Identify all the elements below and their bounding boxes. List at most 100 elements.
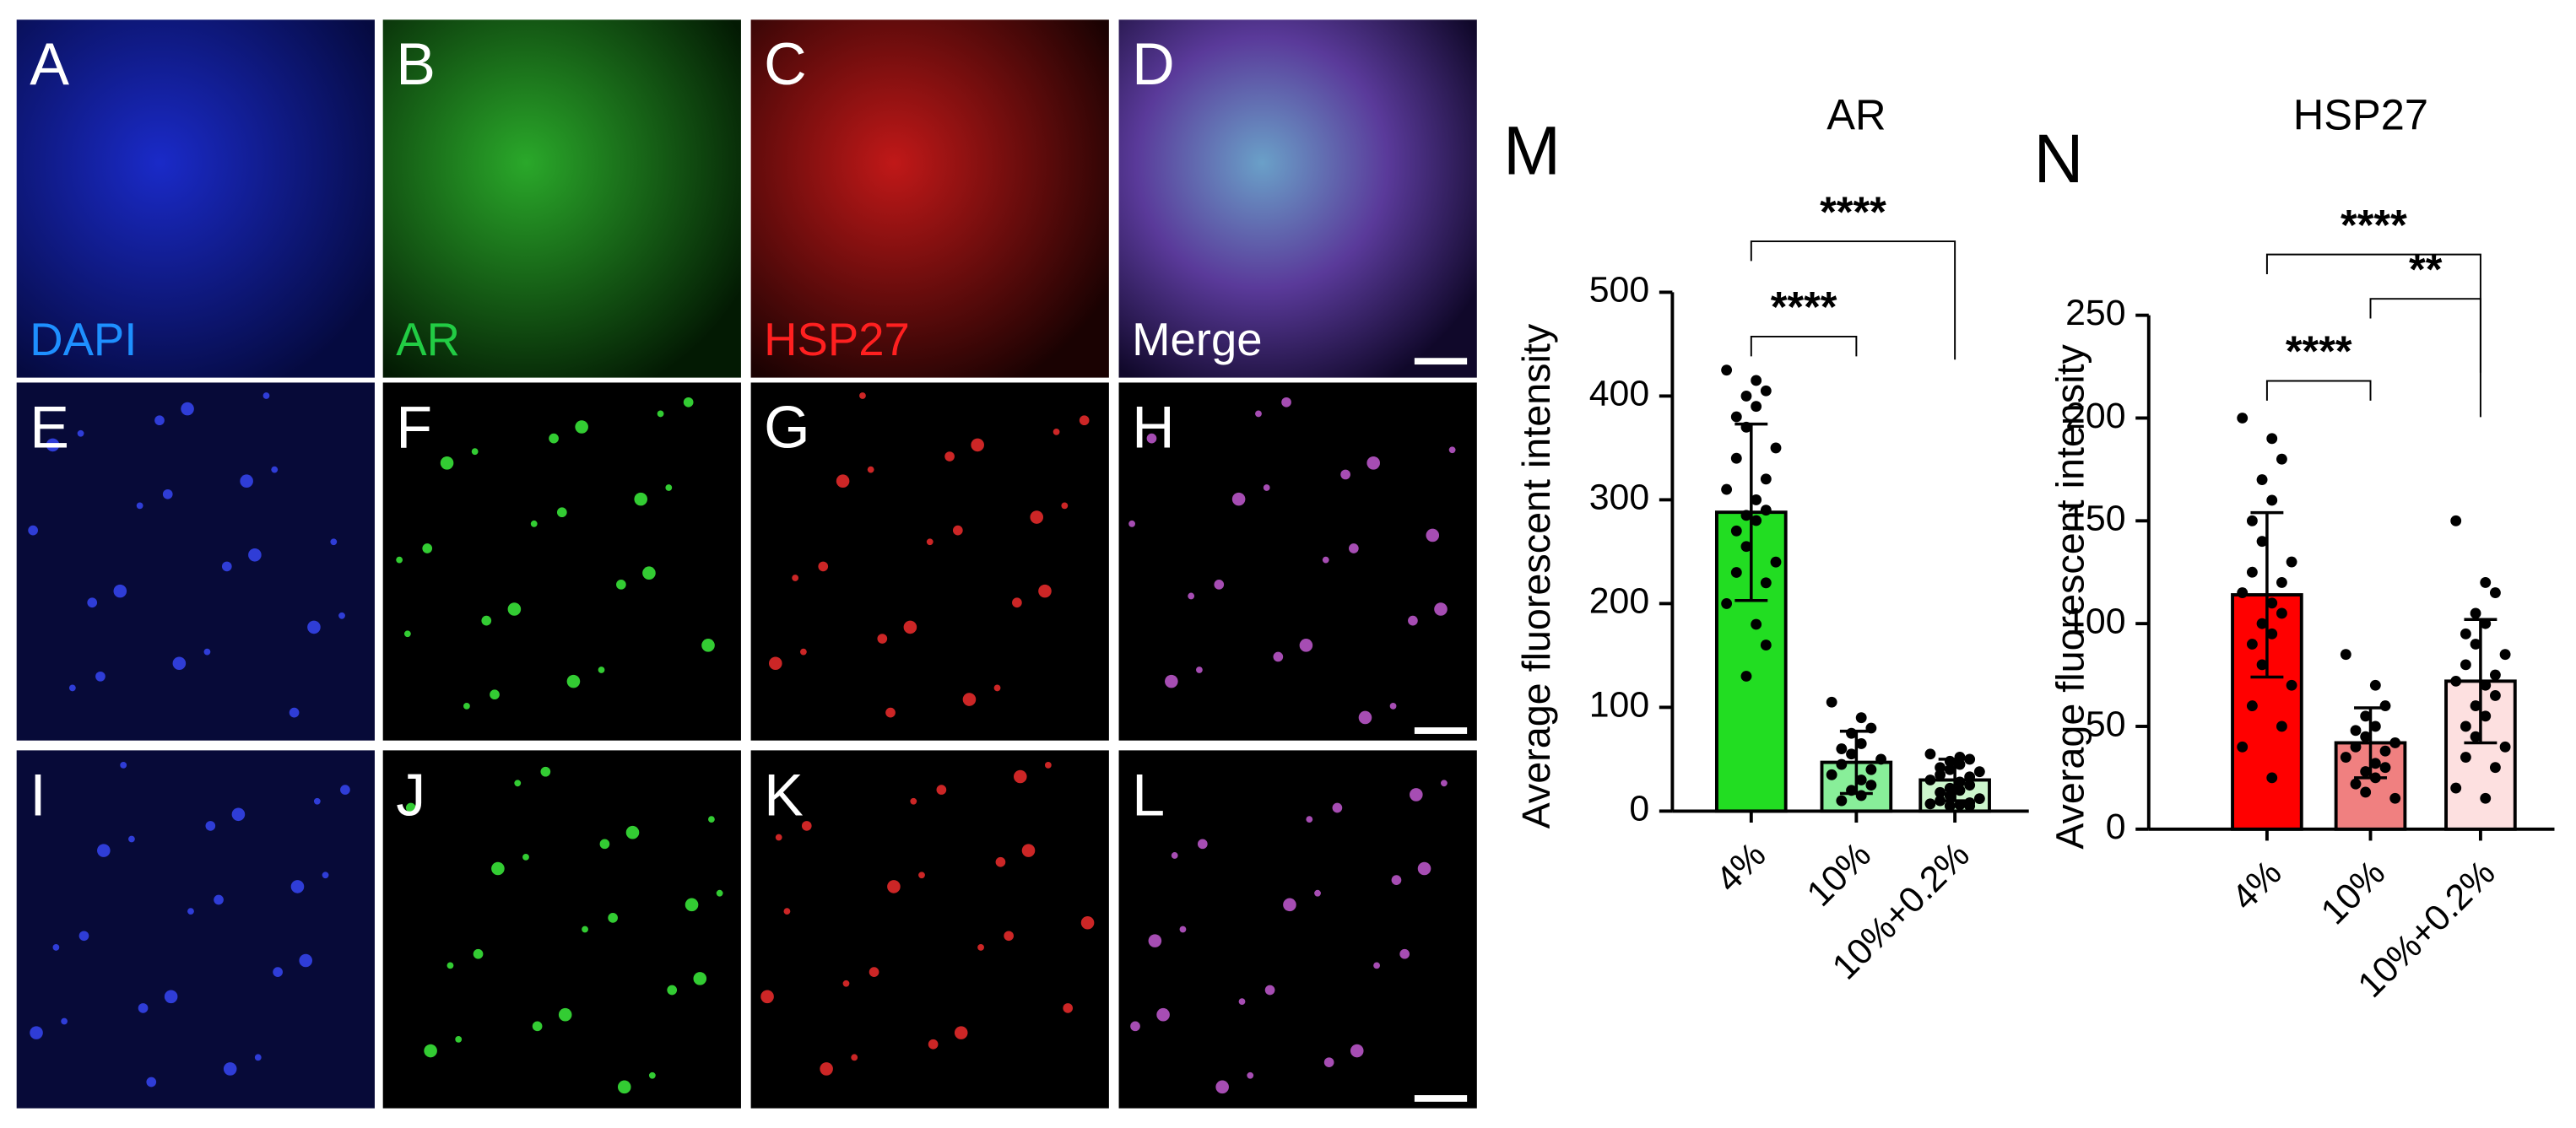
data-point <box>2379 762 2391 774</box>
cell <box>1044 762 1052 769</box>
cell <box>877 634 888 644</box>
micrograph <box>1118 750 1477 1109</box>
cell <box>977 944 984 951</box>
cell <box>1314 889 1321 897</box>
cell <box>1130 1021 1140 1032</box>
significance-label: **** <box>2286 327 2352 375</box>
cell <box>971 438 984 452</box>
data-point <box>2480 576 2492 588</box>
data-point <box>2360 786 2372 798</box>
channel-label: HSP27 <box>764 314 910 365</box>
panel-letter: M <box>1503 112 1561 189</box>
cell <box>322 872 329 879</box>
cell <box>1349 543 1359 553</box>
cell <box>665 484 673 491</box>
y-tick-label: 250 <box>2065 293 2125 333</box>
data-point <box>2276 576 2287 588</box>
cell <box>1171 852 1178 859</box>
cell <box>801 821 812 831</box>
data-point <box>1865 780 1877 791</box>
data-point <box>1730 525 1742 537</box>
cell <box>87 597 98 608</box>
cell <box>248 548 262 562</box>
cell <box>522 853 529 861</box>
cell <box>1214 579 1225 590</box>
cell <box>1079 415 1090 426</box>
channel-label: Merge <box>1132 314 1262 365</box>
data-point <box>2246 515 2258 526</box>
data-point <box>2360 766 2372 778</box>
data-point <box>2256 536 2268 548</box>
cell <box>869 967 879 977</box>
micrograph <box>16 750 375 1109</box>
data-point <box>2470 700 2481 712</box>
data-point <box>1740 671 1752 682</box>
cell <box>936 785 947 795</box>
cell <box>77 429 84 437</box>
cell <box>289 707 300 718</box>
cell <box>1215 1080 1229 1094</box>
cell <box>792 575 799 581</box>
data-point <box>2489 587 2501 599</box>
y-tick-label: 150 <box>2065 499 2125 539</box>
cell <box>507 602 522 616</box>
data-point <box>2379 700 2391 712</box>
panel-letter: E <box>30 394 69 460</box>
micrograph <box>382 19 741 378</box>
cell <box>1358 710 1372 725</box>
cell <box>993 684 1001 692</box>
cell <box>962 693 977 706</box>
cell <box>97 844 111 857</box>
cell <box>138 1003 149 1013</box>
cell <box>330 538 338 546</box>
cell <box>313 797 321 805</box>
cell <box>928 1039 939 1050</box>
micrograph <box>382 382 741 741</box>
cell <box>1366 456 1380 470</box>
cell <box>1196 667 1203 673</box>
cell <box>918 872 925 879</box>
micrograph <box>750 19 1109 378</box>
cell <box>463 702 470 710</box>
cell <box>926 538 934 546</box>
data-point <box>1760 385 1772 397</box>
panel-letter: F <box>396 394 432 460</box>
cell <box>859 392 866 399</box>
cell <box>616 579 626 590</box>
data-point <box>1924 774 1936 785</box>
cell <box>575 420 588 434</box>
cell <box>113 584 127 598</box>
data-point <box>2460 721 2471 732</box>
cell <box>648 1071 656 1079</box>
cell <box>1197 839 1208 850</box>
cell <box>818 561 829 572</box>
y-tick-label: 200 <box>1589 581 1649 622</box>
micrograph <box>750 382 1109 741</box>
data-point <box>1826 696 1837 708</box>
cell <box>1440 780 1448 787</box>
cell <box>187 908 194 915</box>
cell <box>95 671 106 682</box>
data-point <box>1826 769 1837 780</box>
micrograph <box>16 19 375 378</box>
cell <box>1255 410 1262 418</box>
cell <box>903 620 917 634</box>
data-point <box>2460 628 2471 640</box>
cell <box>1448 446 1456 454</box>
data-point <box>1944 764 1956 775</box>
cell <box>231 807 246 822</box>
cell <box>172 656 187 671</box>
data-point <box>1924 798 1936 810</box>
micrograph <box>16 382 375 741</box>
data-point <box>1740 541 1752 553</box>
data-point <box>1954 776 1966 788</box>
cell <box>1340 469 1350 480</box>
cell <box>1332 802 1343 813</box>
cell <box>471 448 479 456</box>
cell <box>491 861 505 876</box>
cell <box>1012 597 1022 608</box>
data-point <box>1944 790 1956 801</box>
cell <box>1061 502 1069 510</box>
data-point <box>1740 390 1752 402</box>
